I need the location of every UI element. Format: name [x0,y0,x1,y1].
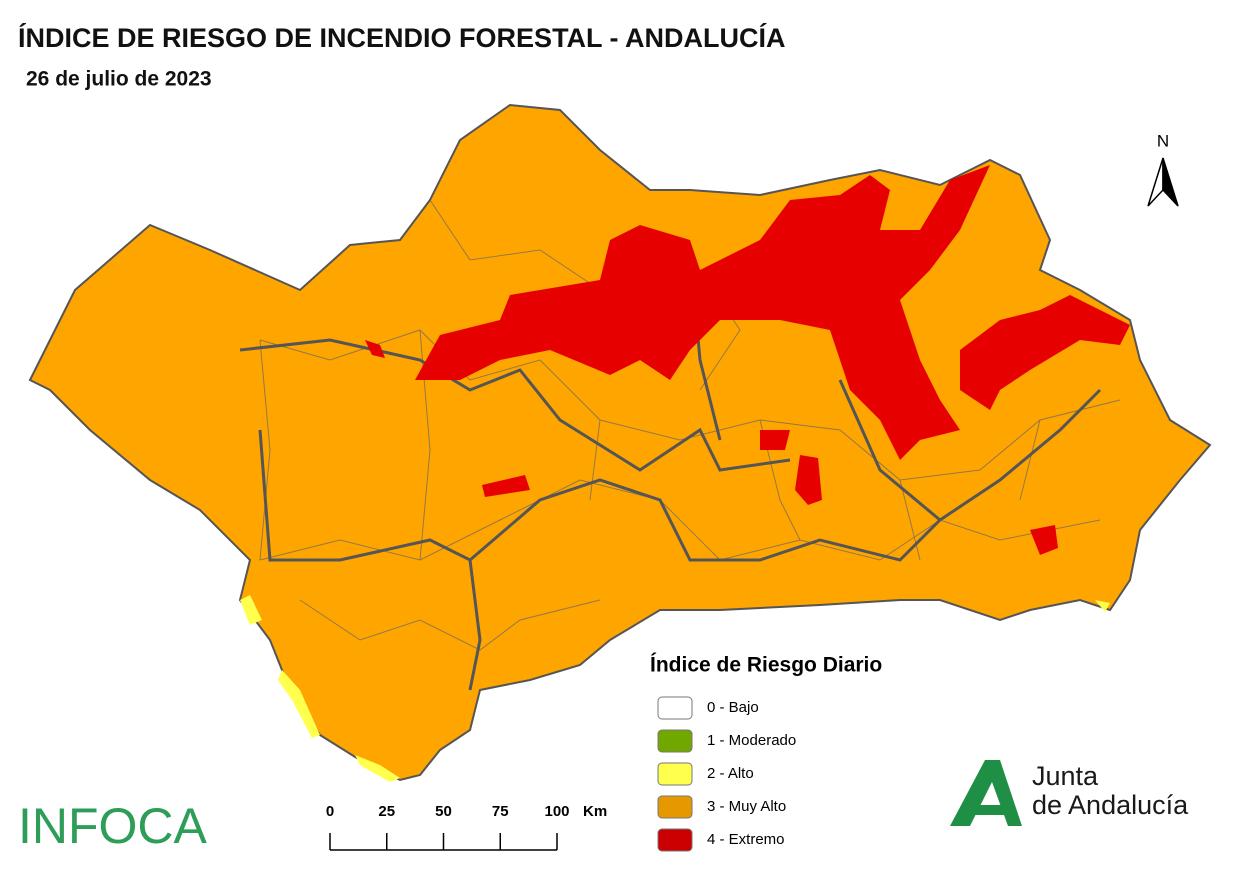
junta-line2: de Andalucía [1032,790,1189,820]
north-arrow: N [1147,131,1179,207]
scale-bar: 0 25 50 75 100 Km [326,803,607,851]
legend-label: 1 - Moderado [707,732,796,749]
legend-label: 2 - Alto [707,765,754,782]
legend-swatch [657,729,693,753]
legend: Índice de Riesgo Diario 0 - Bajo 1 - Mode… [650,654,882,852]
region-extremo [365,165,1130,555]
legend-swatch [657,828,693,852]
infoca-logo: INFOCA [18,798,208,854]
title: ÍNDICE DE RIESGO DE INCENDIO FORESTAL - … [18,22,786,53]
scale-label: 100 [544,803,569,820]
north-label: N [1157,131,1169,150]
legend-label: 4 - Extremo [707,831,785,848]
scale-label: 50 [435,803,452,820]
scale-label: 25 [378,803,395,820]
municipal-borders [259,199,1121,651]
legend-label: 0 - Bajo [707,699,759,716]
map [28,103,1212,782]
legend-title: Índice de Riesgo Diario [650,654,882,677]
region-alto [240,595,1110,782]
legend-swatch [657,762,693,786]
date: 26 de julio de 2023 [26,68,212,91]
scale-label: 0 [326,803,334,820]
legend-swatch [657,795,693,819]
scale-label: 75 [492,803,509,820]
junta-logo: Junta de Andalucía [950,760,1189,826]
north-arrow-right [1162,157,1179,207]
scale-unit: Km [583,803,607,820]
legend-swatch [657,696,693,720]
junta-emblem-bar [962,805,1012,815]
junta-line1: Junta [1032,761,1099,791]
legend-label: 3 - Muy Alto [707,798,786,815]
